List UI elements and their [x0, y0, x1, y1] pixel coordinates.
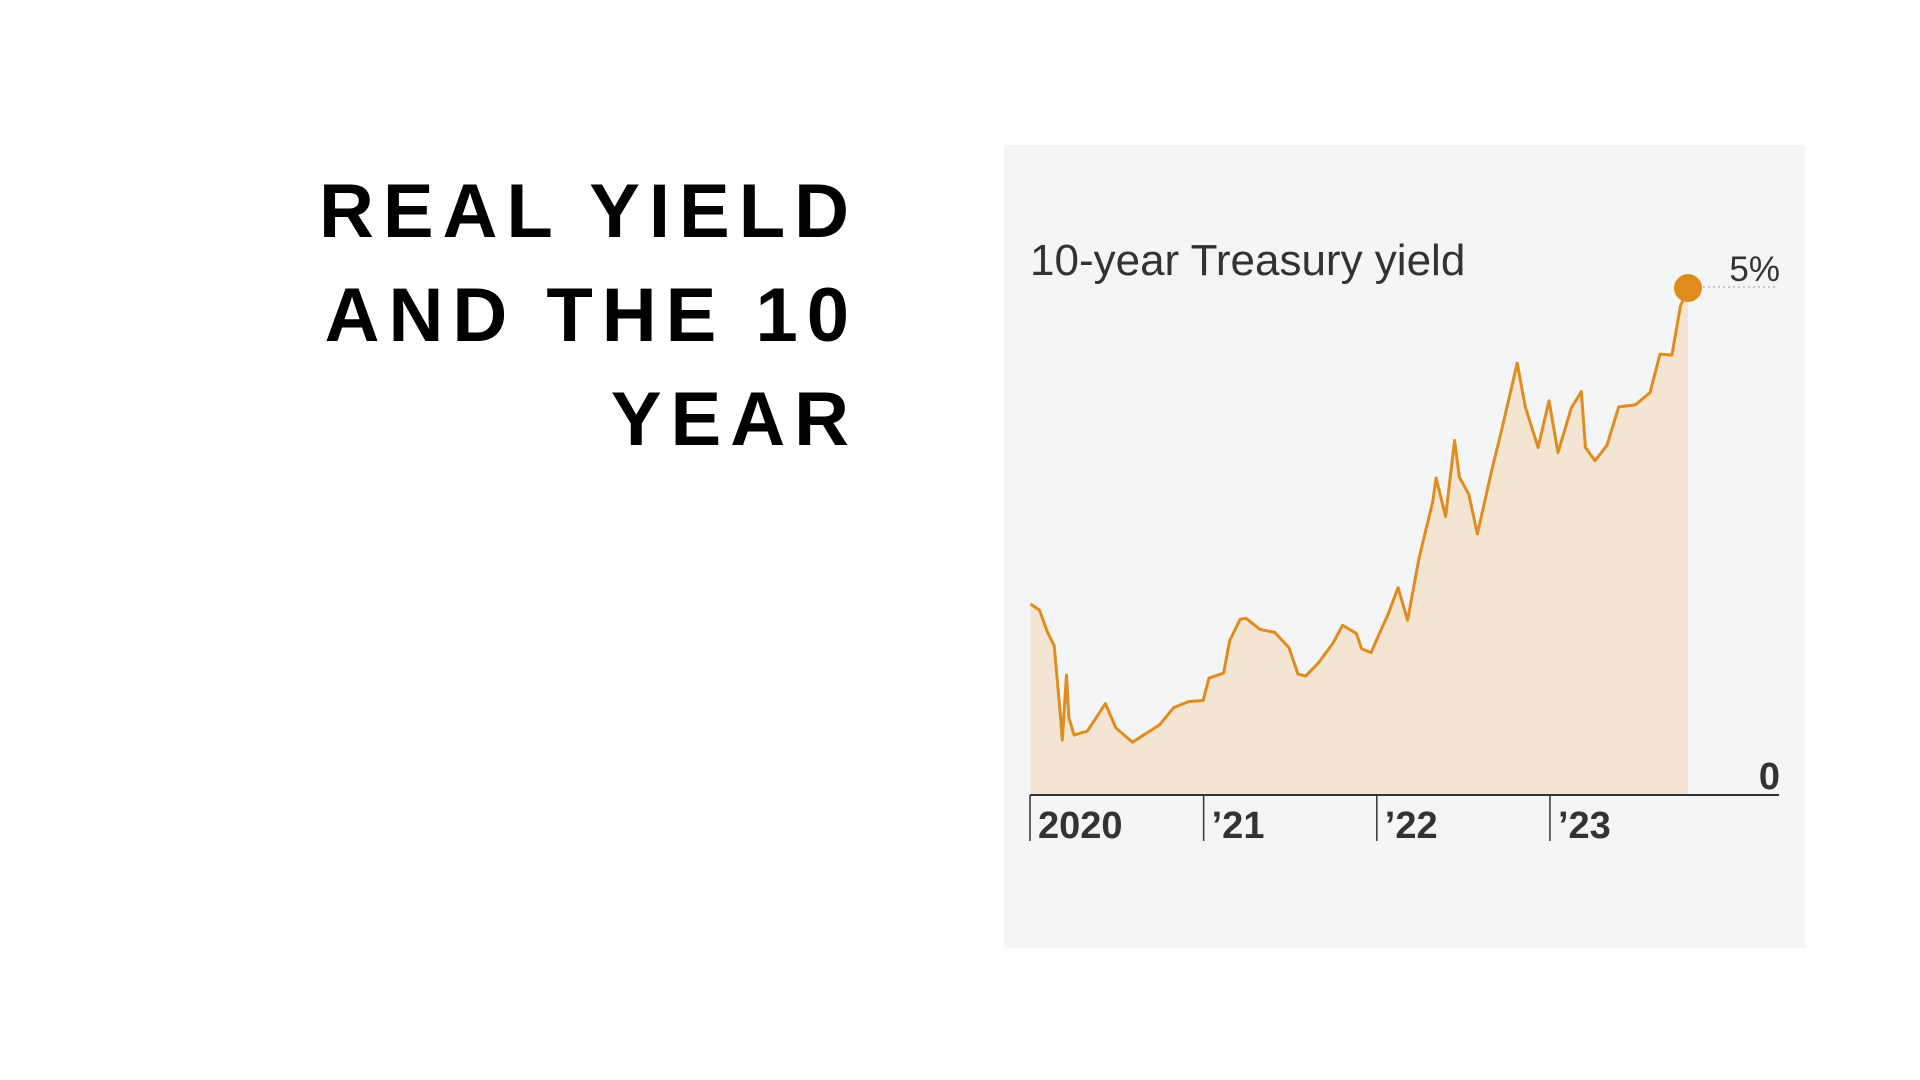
slide-title-line-1: REAL YIELD	[180, 160, 858, 264]
chart-panel: 10-year Treasury yield 2020 ’21 ’22 ’23 0 5%	[1004, 145, 1805, 948]
chart-title: 10-year Treasury yield	[1030, 236, 1465, 285]
y-tick-label-five-percent: 5%	[1729, 250, 1780, 289]
x-axis-ticks: 2020 ’21 ’22 ’23	[1030, 795, 1611, 847]
slide-title: REAL YIELD AND THE 10 YEAR	[180, 160, 858, 472]
x-tick-label: ’21	[1212, 805, 1265, 847]
treasury-yield-chart: 10-year Treasury yield 2020 ’21 ’22 ’23 0 5%	[1004, 145, 1805, 948]
x-tick-label: ’23	[1558, 805, 1611, 847]
x-tick-label: 2020	[1038, 805, 1123, 847]
y-axis-ticks: 0 5%	[1729, 250, 1780, 798]
slide-title-line-3: YEAR	[180, 368, 858, 472]
latest-value-marker	[1674, 274, 1702, 302]
y-tick-label-zero: 0	[1759, 756, 1780, 798]
yield-area-fill	[1031, 288, 1689, 795]
x-tick-label: ’22	[1385, 805, 1438, 847]
slide-title-line-2: AND THE 10	[180, 264, 858, 368]
